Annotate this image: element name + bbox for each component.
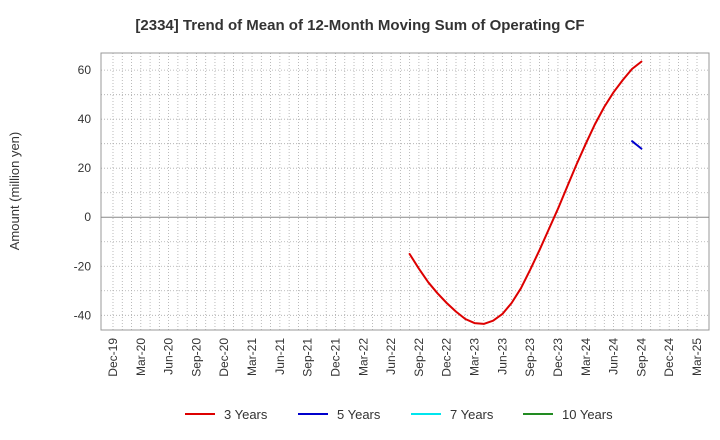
x-tick-label: Dec-19 [106,338,120,377]
x-tick-label: Sep-23 [523,338,537,377]
series-lines [408,60,643,325]
legend: 3 Years 5 Years 7 Years 10 Years [185,407,613,422]
legend-label-3-years: 3 Years [224,407,268,422]
x-tick-label: Sep-21 [301,338,315,377]
x-tick-label: Mar-23 [468,338,482,376]
chart-title: [2334] Trend of Mean of 12-Month Moving … [135,17,584,34]
x-tick-label: Jun-21 [273,338,287,375]
x-tick-label: Mar-20 [134,338,148,376]
series-line-5-years [631,140,643,150]
legend-label-7-years: 7 Years [450,407,494,422]
y-axis-label: Amount (million yen) [7,132,22,251]
x-tick-label: Mar-22 [356,338,370,376]
x-tick-label: Dec-24 [662,338,676,377]
x-tick-label: Sep-20 [189,338,203,377]
grid [101,53,709,330]
x-tick-label: Mar-21 [245,338,259,376]
plot-area [100,52,710,331]
y-tick-label: 20 [78,161,92,175]
y-tick-label: 60 [78,63,92,77]
legend-label-5-years: 5 Years [337,407,381,422]
y-tick-label: -20 [74,259,92,273]
x-tick-label: Dec-22 [440,338,454,377]
x-tick-label: Sep-24 [634,338,648,377]
x-tick-label: Mar-24 [579,338,593,376]
x-tick-label: Dec-23 [551,338,565,377]
x-tick-label: Jun-22 [384,338,398,375]
x-tick-label: Sep-22 [412,338,426,377]
y-axis-ticks: 60 40 20 0 -20 -40 [74,63,92,322]
x-tick-label: Mar-25 [690,338,704,376]
x-tick-label: Jun-24 [607,338,621,375]
x-tick-label: Dec-21 [328,338,342,377]
series-line-3-years [408,60,643,325]
y-tick-label: 40 [78,112,92,126]
x-tick-label: Jun-20 [162,338,176,375]
legend-label-10-years: 10 Years [562,407,613,422]
x-tick-label: Dec-20 [217,338,231,377]
x-axis-ticks: Dec-19 Mar-20 Jun-20 Sep-20 Dec-20 Mar-21 Jun-… [106,338,704,377]
y-tick-label: 0 [84,210,91,224]
x-tick-label: Jun-23 [495,338,509,375]
y-tick-label: -40 [74,308,92,322]
